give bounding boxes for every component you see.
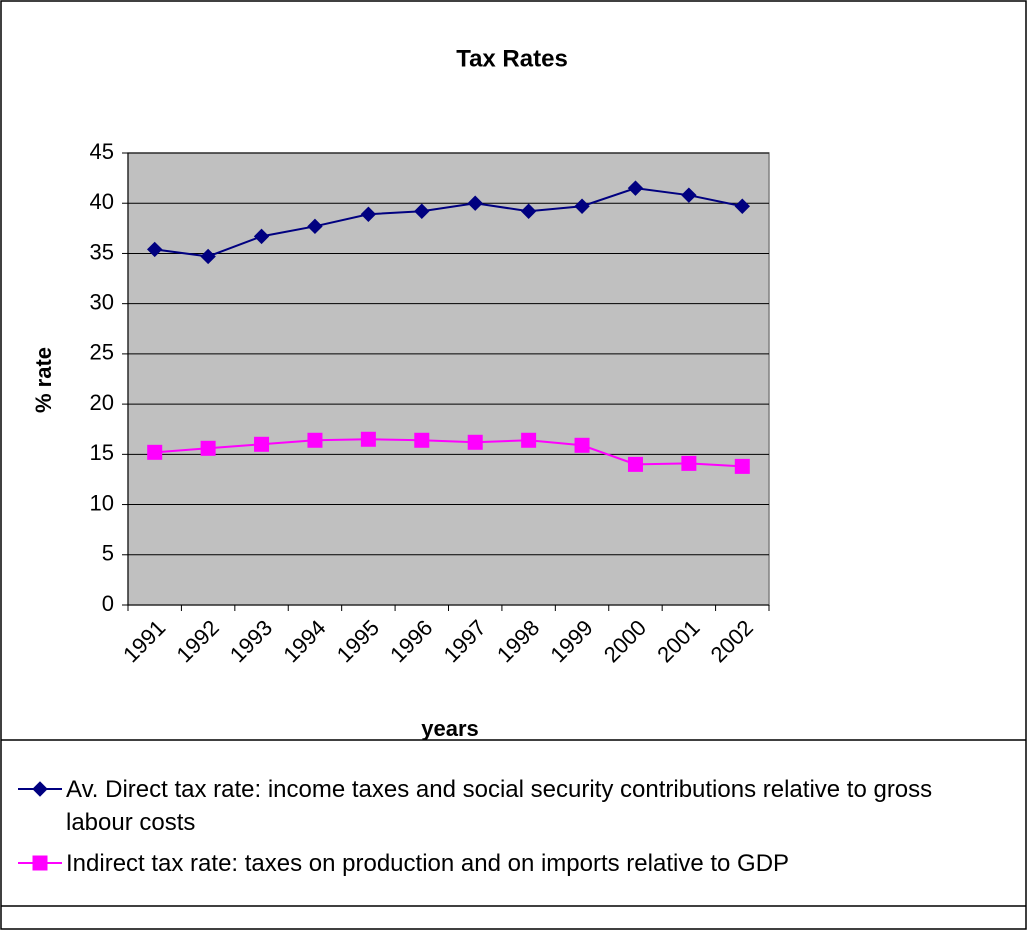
y-axis-label: % rate (31, 347, 56, 413)
series-line (154, 187, 743, 258)
data-point (574, 198, 590, 214)
data-point (734, 458, 750, 474)
data-point (520, 203, 537, 219)
data-point (734, 198, 750, 214)
data-point (521, 432, 537, 448)
data-point (307, 218, 323, 235)
data-point (253, 228, 270, 245)
data-point (467, 195, 483, 211)
data-point (414, 203, 430, 219)
data-point (147, 444, 163, 460)
y-tick-label: 30 (90, 289, 114, 314)
y-tick-label: 25 (90, 340, 114, 365)
data-point (147, 241, 163, 258)
data-point (414, 432, 430, 448)
data-point (681, 187, 697, 203)
y-tick-label: 35 (90, 239, 114, 264)
series-line (154, 438, 743, 468)
data-point (681, 455, 697, 471)
legend-marker (32, 855, 48, 871)
data-point (200, 440, 216, 456)
data-point (254, 436, 270, 452)
chart-title: Tax Rates (456, 45, 568, 72)
y-tick-label: 45 (90, 139, 114, 164)
y-tick-label: 40 (90, 189, 114, 214)
data-point (360, 206, 377, 222)
data-point (467, 434, 483, 450)
data-point (627, 180, 644, 196)
data-point (200, 248, 216, 265)
x-axis-label: years (421, 716, 479, 741)
y-tick-label: 10 (90, 490, 114, 515)
legend-marker (32, 781, 48, 797)
data-point (574, 437, 590, 453)
data-point (307, 432, 323, 448)
y-tick-label: 0 (102, 591, 114, 616)
y-tick-label: 15 (90, 440, 114, 465)
data-point (627, 456, 643, 472)
data-point (360, 431, 376, 447)
y-tick-label: 20 (90, 390, 114, 415)
y-tick-label: 5 (102, 541, 114, 566)
plot-area (127, 152, 770, 606)
